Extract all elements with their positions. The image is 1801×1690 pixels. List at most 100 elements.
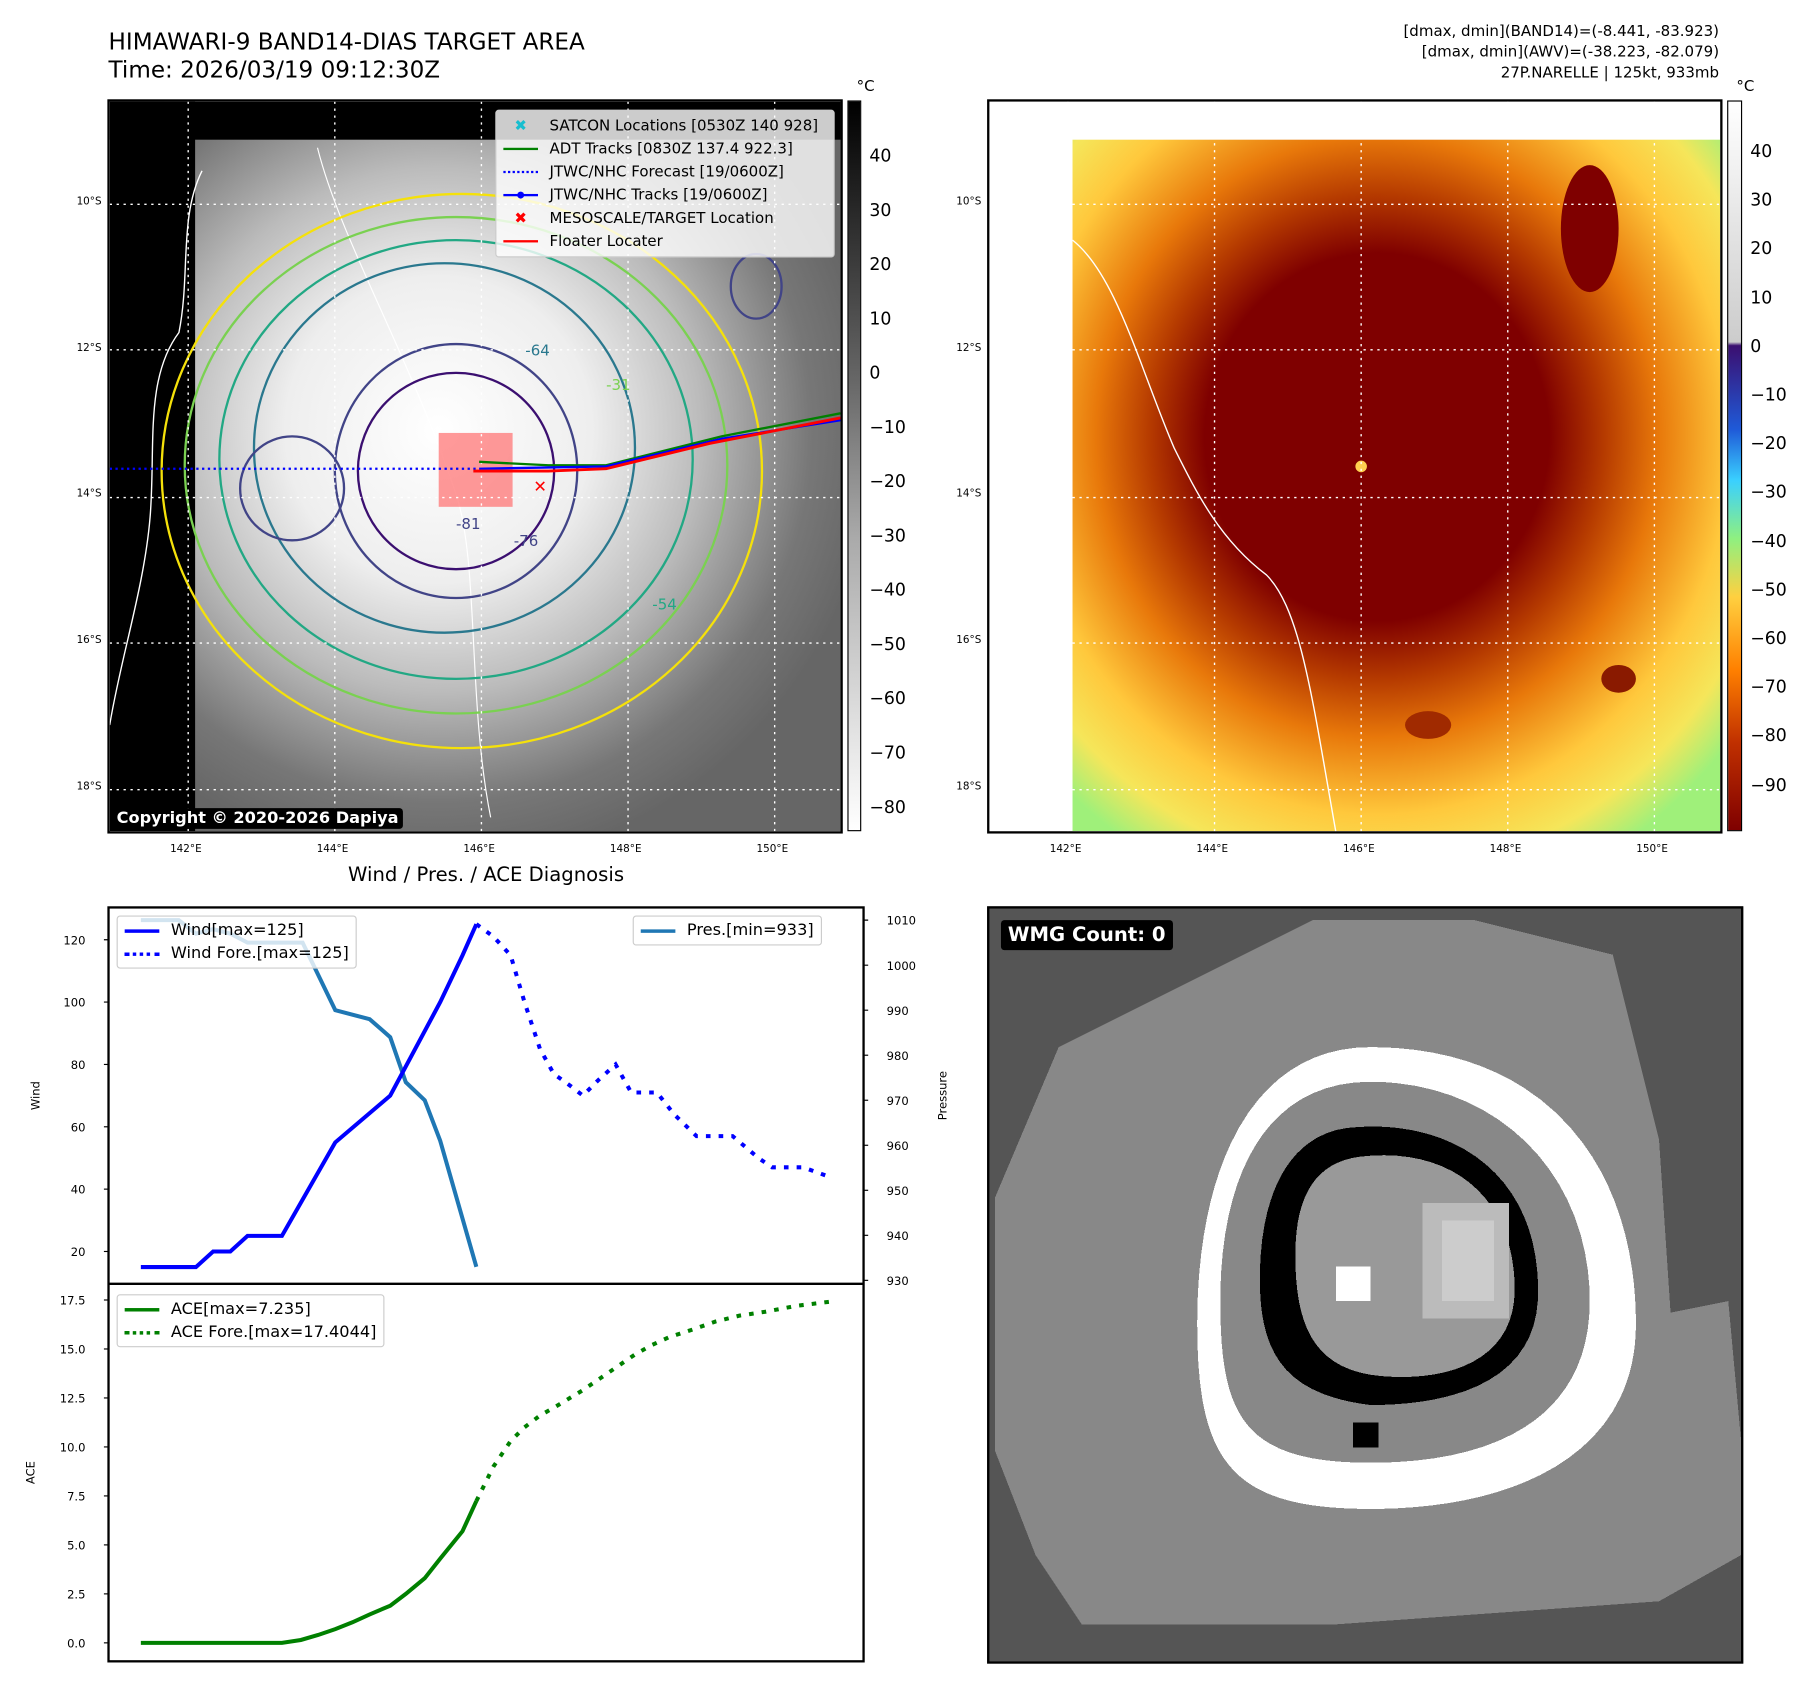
legend-adt: ADT Tracks [0830Z 137.4 922.3] (503, 137, 826, 160)
ace-legend: ACE[max=7.235] ACE Fore.[max=17.4044] (116, 1294, 385, 1348)
legend-floater: Floater Locater (503, 230, 826, 253)
wind-tick-label: 40 (71, 1183, 86, 1197)
ace-tick-label: 15.0 (60, 1343, 86, 1357)
lon-tick: 142°E (170, 843, 202, 856)
lat-tick: 16°S (956, 635, 982, 647)
ace-tick-label: 12.5 (60, 1392, 86, 1406)
colorbar2-tick: 0 (1750, 335, 1762, 357)
lat-tick: 18°S (76, 781, 102, 793)
contour-label: -81 (456, 515, 481, 533)
wind-forecast-line (475, 922, 830, 1179)
pressure-legend: Pres.[min=933] (632, 915, 822, 946)
legend-jtwc-forecast: JTWC/NHC Forecast [19/0600Z] (503, 160, 826, 183)
wind-line (140, 923, 479, 1270)
adt-track (479, 412, 841, 467)
colorbar1-tick: 10 (869, 308, 892, 330)
colorbar1-tick: 40 (869, 145, 892, 167)
colorbar1-tick: −10 (869, 416, 906, 438)
band14-map: ✕ -81 -76 -64 -54 -31 ✖ SATCON Locations … (107, 99, 843, 834)
contour-label: -54 (652, 596, 677, 614)
lat-tick: 18°S (956, 781, 982, 793)
ace-axis-label: ACE (24, 1461, 38, 1484)
colorbar1-tick: 0 (869, 362, 881, 384)
lon-tick: 144°E (316, 843, 349, 856)
stats-awv: [dmax, dmin](AWV)=(-38.223, -82.079) (1421, 43, 1720, 62)
lon-tick: 146°E (1343, 843, 1375, 856)
colorbar2-tick: −20 (1750, 433, 1787, 454)
ace-tick-label: 2.5 (67, 1587, 85, 1601)
lon-tick: 142°E (1049, 843, 1082, 856)
colorbar1-tick: −70 (869, 742, 906, 764)
awv-colorbar (1727, 100, 1743, 832)
wmg-imagery (989, 908, 1741, 1662)
colorbar2-tick: 40 (1750, 140, 1773, 162)
lon-tick: 146°E (463, 843, 495, 856)
pressure-tick-label: 1000 (887, 959, 916, 973)
coastline (109, 170, 203, 726)
ace-tick-label: 7.5 (67, 1490, 85, 1504)
lat-tick: 16°S (76, 635, 102, 647)
wind-tick-label: 20 (71, 1245, 86, 1259)
legend-wind-forecast: Wind Fore.[max=125] (124, 942, 349, 965)
contour-label: -76 (514, 532, 539, 550)
lon-tick: 144°E (1196, 843, 1229, 856)
contour-label: -31 (606, 376, 631, 394)
pressure-tick-label: 940 (887, 1229, 909, 1243)
awv-imagery (989, 101, 1721, 832)
lon-tick: 148°E (609, 843, 642, 856)
colorbar1-tick: 30 (869, 199, 892, 221)
contour-label: -64 (525, 342, 550, 360)
target-location-marker: ✕ (533, 477, 547, 496)
figure-title: HIMAWARI-9 BAND14-DIAS TARGET AREA (108, 27, 585, 56)
pressure-tick-label: 930 (887, 1274, 909, 1288)
wind-tick-label: 120 (63, 933, 85, 947)
colorbar1-tick: −40 (869, 579, 906, 601)
lon-tick: 150°E (756, 843, 789, 856)
colorbar2-tick: −70 (1750, 676, 1787, 698)
colorbar2-tick: −10 (1750, 384, 1787, 406)
lon-tick: 148°E (1489, 843, 1522, 856)
colorbar1-tick: −60 (869, 688, 906, 709)
lon-tick: 150°E (1636, 843, 1668, 856)
lat-tick: 10°S (76, 196, 102, 208)
wind-tick-label: 100 (63, 996, 85, 1010)
legend-target: ✖ MESOSCALE/TARGET Location (503, 207, 826, 230)
legend-wind: Wind[max=125] (124, 919, 349, 942)
pressure-tick-label: 1010 (887, 914, 916, 928)
stats-header: [dmax, dmin](BAND14)=(-8.441, -83.923) [… (1403, 22, 1719, 84)
pressure-axis-label: Pressure (936, 1071, 950, 1120)
wind-legend: Wind[max=125] Wind Fore.[max=125] (116, 915, 357, 969)
wind-axis-label: Wind (28, 1081, 42, 1110)
floater-track (473, 416, 841, 473)
colorbar2-tick: 30 (1750, 189, 1773, 211)
x-marker-icon: ✖ (514, 117, 527, 135)
pressure-tick-label: 970 (887, 1094, 909, 1108)
ace-forecast-line (474, 1299, 830, 1502)
wmg-count-label: WMG Count: 0 (1000, 920, 1173, 951)
legend-jtwc-tracks: JTWC/NHC Tracks [19/0600Z] (503, 184, 826, 207)
wmg-panel: WMG Count: 0 (987, 906, 1744, 1664)
x-marker-icon: ✖ (514, 209, 527, 227)
colorbar2-tick: −80 (1750, 725, 1787, 747)
chart-title: Wind / Pres. / ACE Diagnosis (348, 863, 625, 887)
colorbar1-tick: −80 (869, 796, 906, 818)
colorbar1-tick: 20 (869, 253, 892, 275)
lat-tick: 12°S (76, 342, 102, 355)
colorbar1-tick: −20 (869, 471, 906, 492)
storm-info: 27P.NARELLE | 125kt, 933mb (1500, 64, 1720, 82)
lat-tick: 12°S (956, 342, 982, 355)
pressure-tick-label: 990 (887, 1004, 909, 1018)
pressure-line (140, 918, 479, 1268)
colorbar1-unit: °C (856, 78, 875, 96)
lat-tick: 14°S (76, 488, 102, 501)
lat-tick: 14°S (956, 488, 982, 501)
colorbar2-tick: −50 (1750, 579, 1787, 601)
awv-map (987, 99, 1723, 834)
ace-tick-label: 10.0 (60, 1441, 86, 1455)
legend-satcon: ✖ SATCON Locations [0530Z 140 928] (503, 114, 826, 137)
lat-tick: 10°S (956, 196, 982, 208)
pressure-tick-label: 980 (887, 1049, 909, 1063)
colorbar2-tick: −60 (1750, 628, 1787, 649)
ace-tick-label: 0.0 (67, 1636, 85, 1650)
colorbar2-tick: 20 (1750, 238, 1773, 260)
